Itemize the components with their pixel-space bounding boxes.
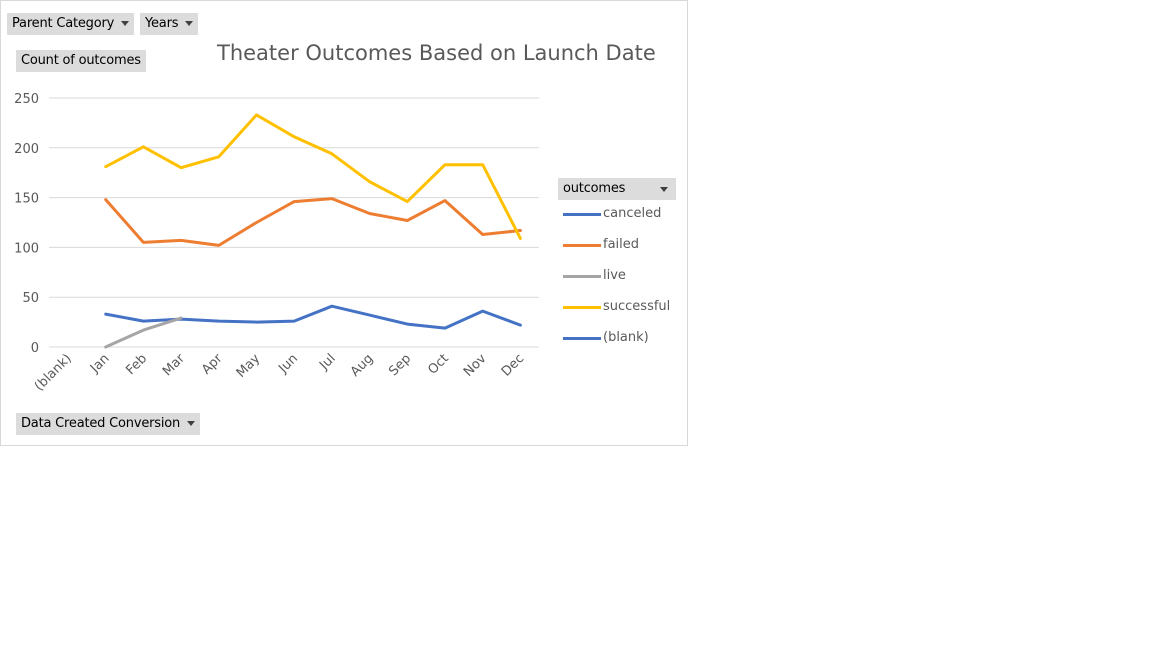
x-tick-label: Jun xyxy=(275,351,301,377)
series-line-failed xyxy=(104,197,522,247)
legend-label: canceled xyxy=(603,206,662,221)
x-tick-label: Jul xyxy=(316,351,338,373)
pivot-chart: Parent Category Years Count of outcomes … xyxy=(0,0,688,446)
dropdown-arrow-icon xyxy=(121,21,130,26)
x-tick-label: Nov xyxy=(461,351,490,380)
legend-swatch xyxy=(563,337,601,340)
series-line-successful xyxy=(104,113,522,240)
x-tick-label: Feb xyxy=(123,351,150,378)
parent-category-label: Parent Category xyxy=(12,16,115,31)
x-tick-label: Apr xyxy=(199,351,226,378)
x-tick-label: Oct xyxy=(425,351,452,378)
dropdown-arrow-icon xyxy=(187,421,196,426)
y-tick-label: 100 xyxy=(14,241,39,256)
y-tick-label: 150 xyxy=(14,192,39,207)
x-tick-label: Aug xyxy=(348,351,377,380)
values-field-button[interactable]: Count of outcomes xyxy=(16,50,146,72)
y-tick-label: 250 xyxy=(14,92,39,107)
dropdown-arrow-icon xyxy=(660,187,668,192)
outcomes-legend-filter-button[interactable]: outcomes xyxy=(558,178,676,200)
chart-title: Theater Outcomes Based on Launch Date xyxy=(217,41,656,65)
y-tick-label: 50 xyxy=(22,291,39,306)
parent-category-filter-button[interactable]: Parent Category xyxy=(7,13,135,35)
series-line-canceled xyxy=(104,304,522,330)
plot-area: 0 50 100 150 200 250 (blank) Jan Feb Mar Apr May Jun… xyxy=(14,92,539,394)
axis-field-button[interactable]: Data Created Conversion xyxy=(16,413,201,435)
values-field-label: Count of outcomes xyxy=(21,53,141,68)
y-tick-label: 200 xyxy=(14,142,39,157)
x-tick-label: Jan xyxy=(87,351,112,376)
years-filter-button[interactable]: Years xyxy=(140,13,199,35)
x-tick-label: Dec xyxy=(499,351,527,379)
legend-swatch xyxy=(563,306,601,309)
x-tick-label: (blank) xyxy=(32,351,75,394)
series-line-live xyxy=(104,316,183,349)
legend-label: successful xyxy=(603,299,671,314)
outcomes-field-label: outcomes xyxy=(563,181,626,196)
x-tick-label: Mar xyxy=(160,351,188,379)
axis-field-label: Data Created Conversion xyxy=(21,416,181,431)
legend-swatch xyxy=(563,244,601,247)
legend-label: failed xyxy=(603,237,640,252)
legend-swatch xyxy=(563,275,601,278)
dropdown-arrow-icon xyxy=(185,21,194,26)
x-tick-label: May xyxy=(234,351,264,381)
x-tick-label: Sep xyxy=(386,351,414,379)
y-tick-label: 0 xyxy=(31,341,39,356)
years-label: Years xyxy=(145,16,179,31)
legend-label: live xyxy=(603,268,626,283)
legend-label: (blank) xyxy=(603,330,649,345)
legend-swatch xyxy=(563,213,601,216)
